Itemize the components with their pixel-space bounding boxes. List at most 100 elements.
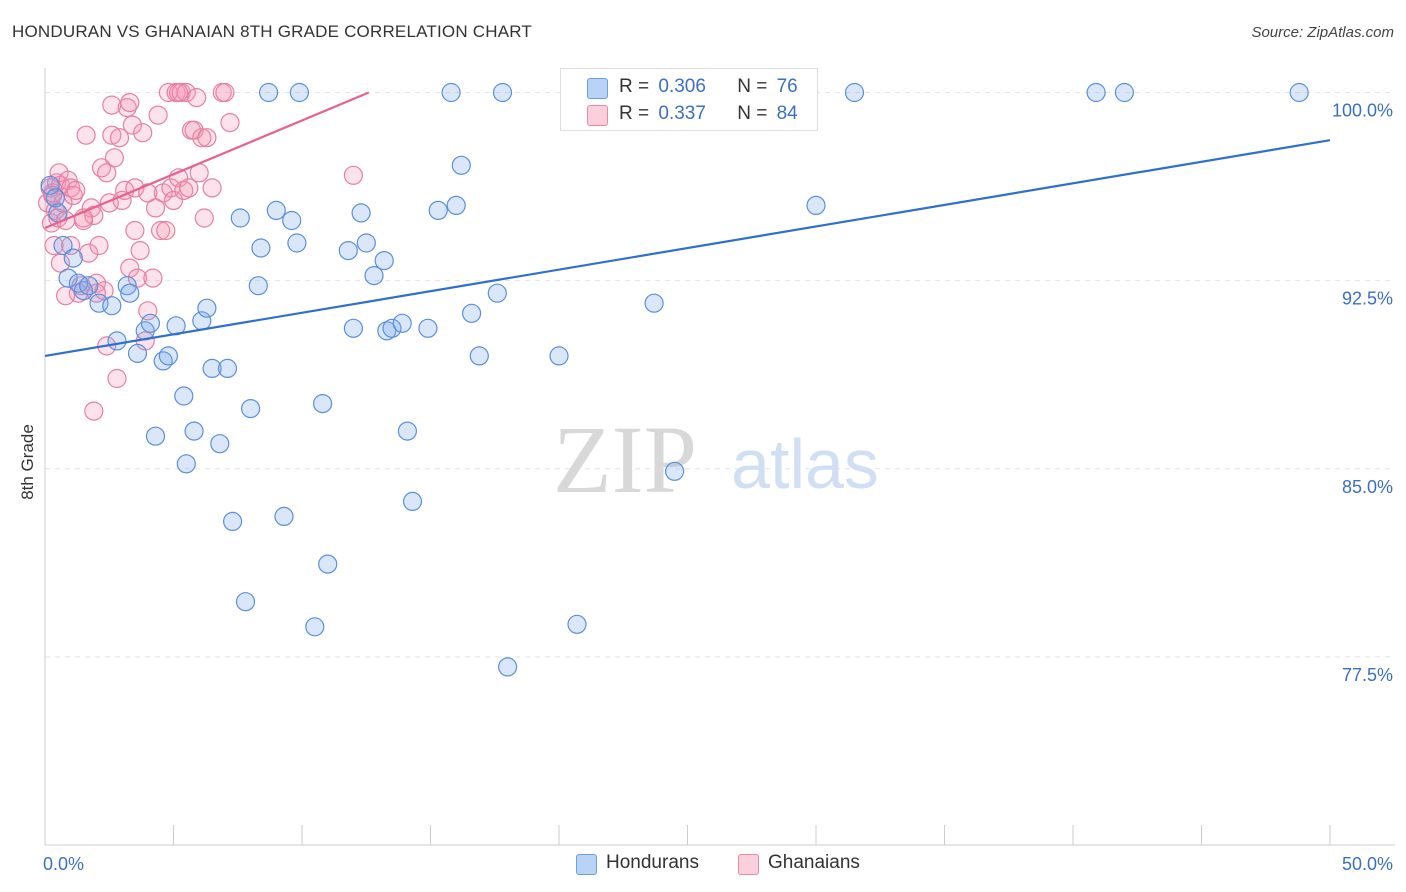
hondurans-trend-line [44,139,1331,357]
ghanaian-point [102,125,122,145]
source-label: Source: ZipAtlas.com [1251,24,1394,41]
ghanaian-point [163,190,184,210]
honduran-point [217,358,238,378]
legend-n-label: N = [737,103,768,124]
ghanaian-point [120,92,140,113]
honduran-point [40,175,60,195]
honduran-point [397,421,417,441]
legend-swatch-hondurans [587,78,608,99]
ghanaian-point [104,148,125,168]
honduran-point [374,251,394,271]
honduran-point [184,421,204,441]
y-tick-label: 85.0% [1342,477,1393,497]
watermark-zip: ZIP [553,406,697,513]
honduran-point [469,346,489,366]
honduran-point [644,293,664,313]
y-tick-label: 92.5% [1342,289,1393,309]
honduran-point [202,358,222,378]
honduran-point [102,296,122,316]
grid-lines [45,92,1395,658]
honduran-point [145,426,166,446]
honduran-point [305,617,325,637]
honduran-point [174,386,194,406]
honduran-point [392,313,412,333]
honduran-point [223,511,243,532]
ghanaian-point [125,220,145,241]
honduran-point [806,195,826,215]
ghanaian-point [148,105,168,125]
honduran-point [259,82,279,103]
legend-r-ghanaians: 0.337 [658,103,706,124]
ghanaian-point [187,87,207,108]
honduran-point [176,454,196,474]
hondurans-points [40,82,1309,677]
legend-r-hondurans: 0.306 [658,76,706,97]
honduran-point [567,614,587,634]
bottom-legend-label-hondurans: Hondurans [606,852,699,873]
honduran-point [63,248,83,268]
ghanaian-point [127,268,148,288]
legend-n-hondurans: 76 [776,76,798,97]
ghanaian-point [192,128,212,148]
honduran-point [120,283,140,303]
honduran-point [248,276,268,296]
honduran-point [1086,82,1106,103]
x-tick-label-max: 50.0% [1342,854,1393,874]
honduran-point [241,399,261,419]
honduran-point [251,238,271,258]
legend-n-ghanaians: 84 [776,103,798,124]
ghanaian-point [130,241,150,261]
trend-lines [44,91,1331,357]
honduran-point [441,82,461,103]
honduran-point [197,298,217,318]
ghanaian-point [143,268,163,288]
y-tick-label: 77.5% [1342,665,1393,685]
legend-n-label: N = [737,76,768,97]
ghanaian-point [220,112,240,133]
honduran-point [79,276,99,296]
honduran-point [462,303,482,323]
honduran-point [664,461,685,481]
ghanaian-point [79,243,99,263]
honduran-point [492,82,513,103]
bottom-legend-label-ghanaians: Ghanaians [768,852,860,873]
ghanaian-point [58,170,78,190]
legend-box: R = 0.306 N = 76 R = 0.337 N = 84 [560,68,818,131]
ghanaians-trend-line [44,91,370,229]
ghanaian-point [138,301,158,321]
ghanaian-point [122,115,142,135]
honduran-point [498,657,518,677]
honduran-point [1289,82,1309,103]
ghanaian-point [343,165,363,185]
honduran-point [313,394,333,414]
honduran-point [446,195,466,215]
honduran-point [58,268,78,288]
honduran-point [117,276,137,296]
honduran-point [107,331,127,351]
ghanaian-point [179,178,199,198]
ghanaian-point [107,368,127,389]
ghanaian-point [97,163,117,183]
honduran-point [451,155,471,175]
legend-swatch-ghanaians [587,105,608,126]
honduran-point [377,321,397,341]
ghanaian-point [109,128,130,148]
ghanaian-point [89,235,109,256]
y-tick-label: 100.0% [1332,101,1393,121]
x-tick-label-min: 0.0% [43,854,84,874]
honduran-point [338,241,358,261]
honduran-point [351,203,371,223]
honduran-point [282,210,302,231]
ghanaian-point [145,198,166,218]
axes [44,68,1395,846]
ghanaian-point [151,220,171,241]
ghanaian-point [169,82,189,103]
honduran-point [402,491,423,511]
ghanaian-point [76,125,96,145]
ghanaian-point [61,235,81,256]
ghanaian-point [202,178,222,198]
honduran-point [318,554,338,574]
ghanaian-point [133,123,153,143]
honduran-point [235,592,256,612]
